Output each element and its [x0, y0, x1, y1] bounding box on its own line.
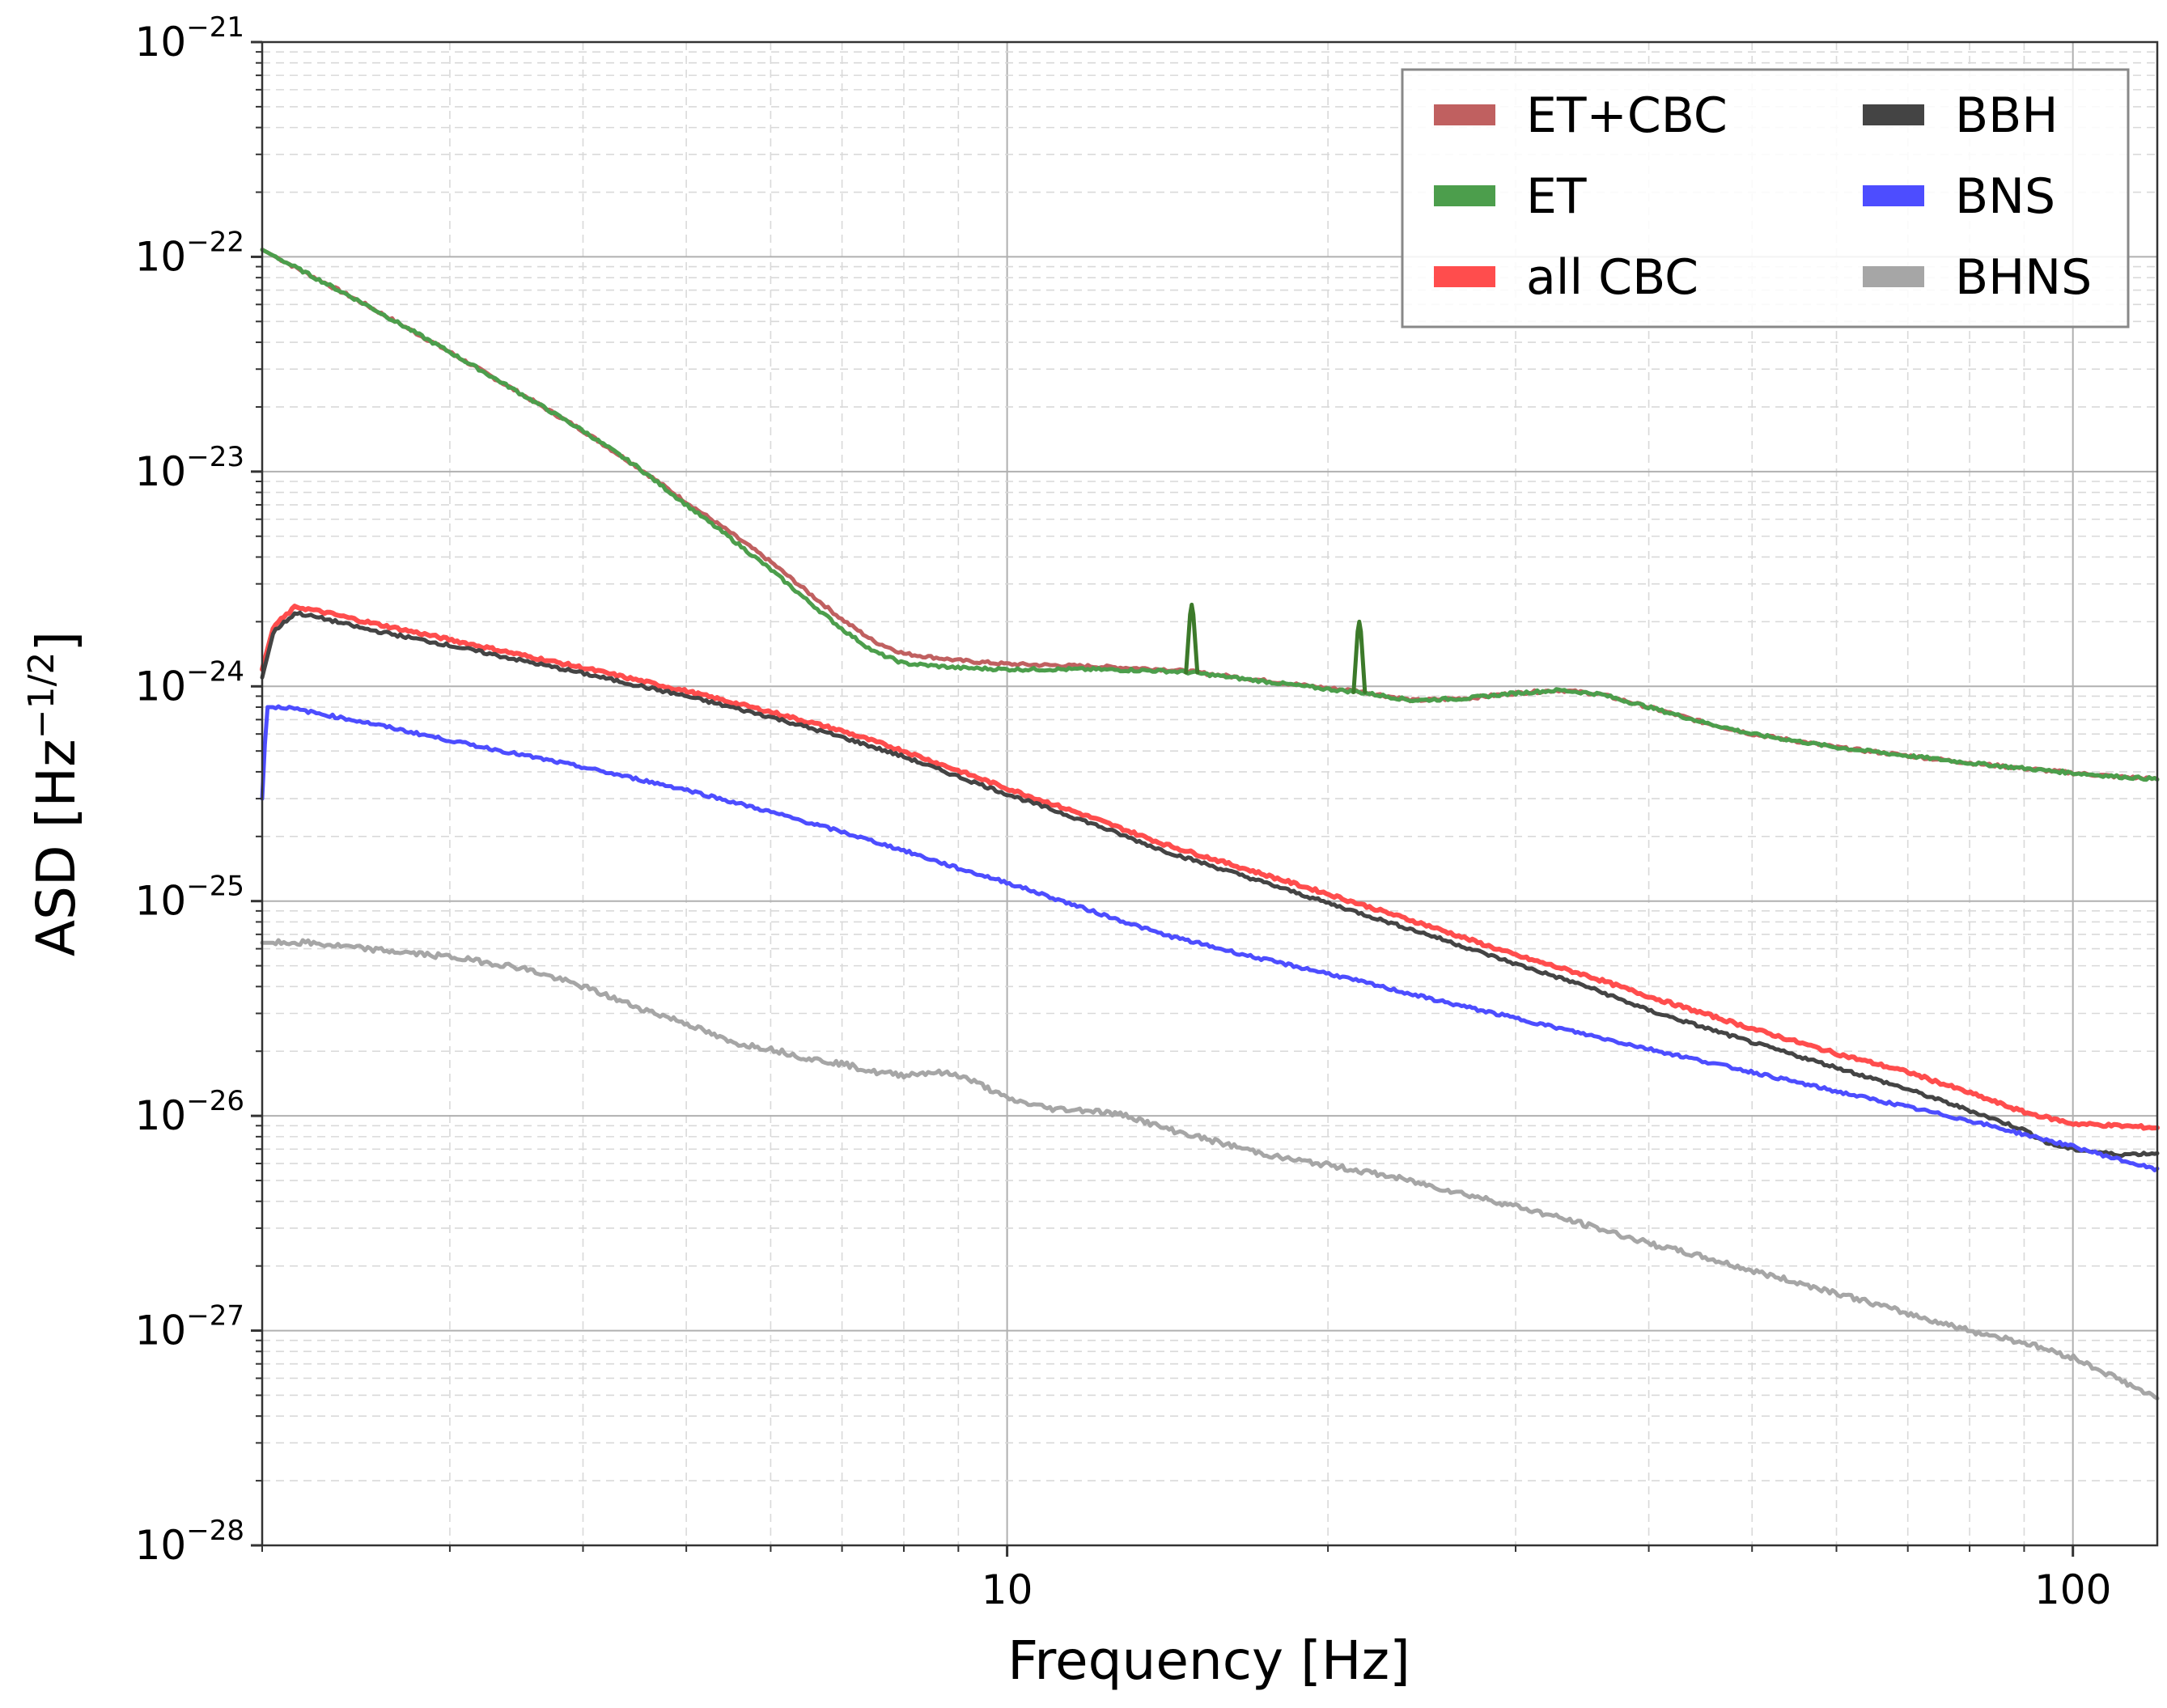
y-tick-exponent: −22	[186, 226, 244, 258]
y-tick-label: 10−26	[135, 1085, 244, 1139]
legend-label-bhns: BHNS	[1955, 249, 2092, 306]
legend-label-bns: BNS	[1955, 168, 2055, 225]
series-line-all-cbc	[260, 604, 2160, 1131]
series-line-et	[260, 248, 2160, 782]
y-tick-label: 10−21	[135, 11, 244, 66]
y-axis-title-exponent: −1/2	[21, 652, 62, 740]
y-tick-exponent: −27	[186, 1300, 244, 1333]
y-tick-exponent: −23	[186, 441, 244, 473]
y-tick-label: 10−28	[135, 1515, 244, 1569]
legend-label-et-cbc: ET+CBC	[1526, 87, 1728, 144]
x-axis-ticks: 10 100	[261, 1545, 2111, 1613]
legend-swatch-all-cbc	[1434, 266, 1495, 287]
series-line-et-cbc	[260, 248, 2160, 782]
y-axis-title-bracket: ]	[25, 631, 87, 652]
y-tick-exponent: −21	[186, 11, 244, 44]
legend-box	[1401, 68, 2130, 328]
legend-swatch-et-cbc	[1434, 104, 1495, 125]
legend-items: ET+CBC ET all CBC BBH BNS BHNS	[1434, 87, 2092, 306]
y-tick-label: 10−24	[135, 655, 244, 710]
y-tick-base: 10	[135, 1307, 187, 1354]
legend-label-all-cbc: all CBC	[1526, 249, 1698, 306]
et-spectral-peak	[1184, 602, 1200, 675]
series-line-bns	[260, 704, 2160, 1172]
y-tick-exponent: −26	[186, 1085, 244, 1117]
y-tick-label: 10−23	[135, 441, 244, 495]
y-tick-label: 10−25	[135, 871, 244, 925]
x-tick-label: 100	[2034, 1566, 2111, 1613]
legend-label-bbh: BBH	[1955, 87, 2058, 144]
x-axis-title: Frequency [Hz]	[1007, 1630, 1410, 1692]
y-tick-label: 10−22	[135, 226, 244, 280]
y-axis-title-text: ASD [Hz	[25, 739, 87, 956]
legend-label-et: ET	[1526, 168, 1587, 225]
series-line-bbh	[260, 610, 2160, 1158]
x-tick-label: 10	[982, 1566, 1033, 1613]
y-tick-base: 10	[135, 19, 187, 66]
series-line-bhns	[260, 938, 2160, 1401]
y-tick-base: 10	[135, 233, 187, 280]
y-tick-exponent: −28	[186, 1515, 244, 1547]
y-tick-exponent: −25	[186, 871, 244, 903]
series-lines	[260, 248, 2160, 1401]
y-axis-title: ASD [Hz−1/2]	[21, 631, 87, 956]
y-tick-base: 10	[135, 1092, 187, 1139]
legend-swatch-bhns	[1863, 266, 1924, 287]
y-tick-base: 10	[135, 663, 187, 710]
legend-swatch-bns	[1863, 185, 1924, 206]
y-tick-label: 10−27	[135, 1300, 244, 1354]
y-tick-base: 10	[135, 448, 187, 495]
y-tick-base: 10	[135, 878, 187, 925]
legend: ET+CBC ET all CBC BBH BNS BHNS	[1401, 68, 2130, 328]
y-tick-exponent: −24	[186, 655, 244, 688]
y-tick-base: 10	[135, 1522, 187, 1569]
et-spectral-peak	[1351, 619, 1368, 694]
plot-area-frame	[261, 40, 2159, 1547]
legend-swatch-bbh	[1863, 104, 1924, 125]
legend-swatch-et	[1434, 185, 1495, 206]
